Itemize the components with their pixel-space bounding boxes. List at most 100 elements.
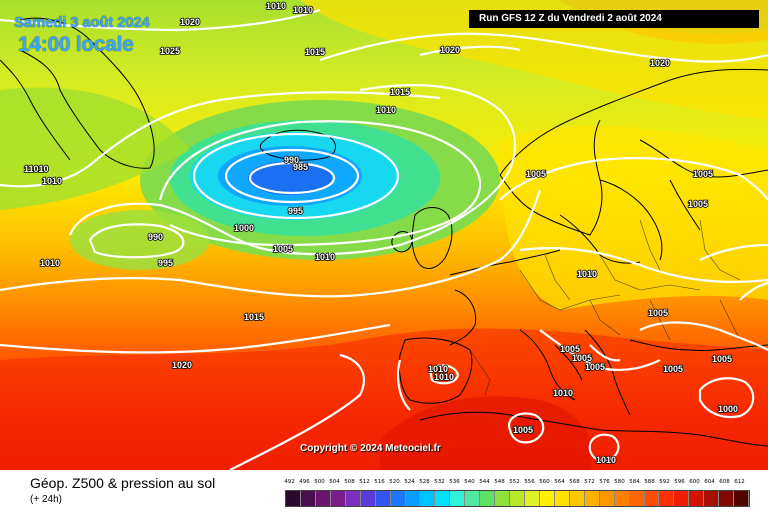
- legend-value: 552: [509, 479, 520, 485]
- isobar-label: 1005: [560, 344, 580, 354]
- trough-center: [248, 161, 332, 195]
- map-subtitle: (+ 24h): [30, 494, 62, 505]
- isobar-label: 995: [288, 206, 303, 216]
- legend-value: 604: [704, 479, 715, 485]
- isobar-label: 1010: [40, 258, 60, 268]
- legend-swatch: [480, 491, 496, 506]
- isobar-label: 1015: [244, 312, 264, 322]
- isobar-label: 1020: [172, 360, 192, 370]
- legend-swatch: [300, 491, 316, 506]
- isobar-label: 1015: [305, 47, 325, 57]
- legend-swatch: [584, 491, 600, 506]
- legend-value: 524: [404, 479, 415, 485]
- map-canvas: 1020 1010 1010 1025 1015 1020 1015 1020 …: [0, 0, 768, 470]
- weather-map: 1020 1010 1010 1025 1015 1020 1015 1020 …: [0, 0, 768, 470]
- coastlines: [0, 17, 768, 447]
- legend-value: 496: [299, 479, 310, 485]
- isobar-label: 1020: [180, 17, 200, 27]
- isobar-label: 1000: [718, 404, 738, 414]
- legend-value: 540: [464, 479, 475, 485]
- isobar-label: 1010: [428, 364, 448, 374]
- legend-swatch: [390, 491, 406, 506]
- isobar-label: 1020: [440, 45, 460, 55]
- legend-value: 612: [734, 479, 745, 485]
- isobar-label: 990: [148, 232, 163, 242]
- model-run-banner: Run GFS 12 Z du Vendredi 2 août 2024: [469, 10, 759, 28]
- legend-swatch: [569, 491, 585, 506]
- legend-swatch: [435, 491, 451, 506]
- isobar-label: 1000: [234, 223, 254, 233]
- isobar-label: 1005: [693, 169, 713, 179]
- isobar-label: 1005: [688, 199, 708, 209]
- legend-value: 504: [329, 479, 340, 485]
- isobar-label: 1010: [553, 388, 573, 398]
- isobar-label: 1005: [526, 169, 546, 179]
- legend-swatch: [360, 491, 376, 506]
- isobar-label: 1020: [650, 58, 670, 68]
- legend-value: 500: [314, 479, 325, 485]
- legend-value: 528: [419, 479, 430, 485]
- isobar-label: 1005: [572, 353, 592, 363]
- isobar-labels: 1020 1010 1010 1025 1015 1020 1015 1020 …: [23, 0, 739, 466]
- isobar-label: 985: [293, 162, 308, 172]
- legend-swatch: [734, 491, 750, 506]
- legend-swatch: [510, 491, 525, 506]
- isobar-label: 1005: [712, 354, 732, 364]
- legend-value: 592: [659, 479, 670, 485]
- legend-swatch: [554, 491, 570, 506]
- isobar-label: 1005: [585, 362, 605, 372]
- isobar-label: 1015: [390, 87, 410, 97]
- z500-sahara: [380, 396, 593, 470]
- legend-value: 492: [284, 479, 295, 485]
- legend-value: 596: [674, 479, 685, 485]
- legend-value: 564: [554, 479, 565, 485]
- legend-value: 580: [614, 479, 625, 485]
- legend-value: 536: [449, 479, 460, 485]
- legend-swatch: [704, 491, 720, 506]
- legend-color-scale: [285, 490, 750, 507]
- forecast-date: Samedi 3 août 2024: [14, 14, 150, 31]
- isobar-label: 1010: [577, 269, 597, 279]
- legend-value: 568: [569, 479, 580, 485]
- z500-west: [0, 87, 190, 210]
- legend-swatch: [465, 491, 481, 506]
- legend-value: 608: [719, 479, 730, 485]
- legend-value: 560: [539, 479, 550, 485]
- isobar-label: 1010: [434, 372, 454, 382]
- legend-swatch: [420, 491, 436, 506]
- legend-labels: 492 496 500 504 508 512 516 520 524 528 532 536 540 5…: [281, 479, 751, 488]
- legend-value: 572: [584, 479, 595, 485]
- legend-swatch: [719, 491, 735, 506]
- legend-value: 600: [689, 479, 700, 485]
- isobar-label: 995: [158, 258, 173, 268]
- legend-swatch: [614, 491, 630, 506]
- isobar-label: 1010: [293, 5, 313, 15]
- legend-swatch: [495, 491, 511, 506]
- isobar-label: 1025: [160, 46, 180, 56]
- legend-swatch: [659, 491, 675, 506]
- isobar-label: 1010: [42, 176, 62, 186]
- legend-value: 544: [479, 479, 490, 485]
- legend-swatch: [450, 491, 466, 506]
- isobar-label: 1005: [513, 425, 533, 435]
- isobar-label: 1010: [266, 1, 286, 11]
- legend-swatch: [689, 491, 705, 506]
- country-borders: [469, 219, 741, 396]
- legend-value: 520: [389, 479, 400, 485]
- isobar-label: 1010: [315, 252, 335, 262]
- legend-swatch: [345, 491, 361, 506]
- isobar-label: 1010: [376, 105, 396, 115]
- isobars: [0, 8, 768, 470]
- legend-swatch: [674, 491, 690, 506]
- isobar-label: 1010: [596, 455, 616, 465]
- legend-swatch: [375, 491, 391, 506]
- legend-swatch: [629, 491, 645, 506]
- z500-europe: [500, 126, 768, 310]
- legend-value: 512: [359, 479, 370, 485]
- legend-swatch: [599, 491, 615, 506]
- isobar-label: 1005: [273, 244, 293, 254]
- map-title: Géop. Z500 & pression au sol: [30, 475, 216, 491]
- legend-swatch: [315, 491, 331, 506]
- legend-value: 532: [434, 479, 445, 485]
- legend-value: 556: [524, 479, 535, 485]
